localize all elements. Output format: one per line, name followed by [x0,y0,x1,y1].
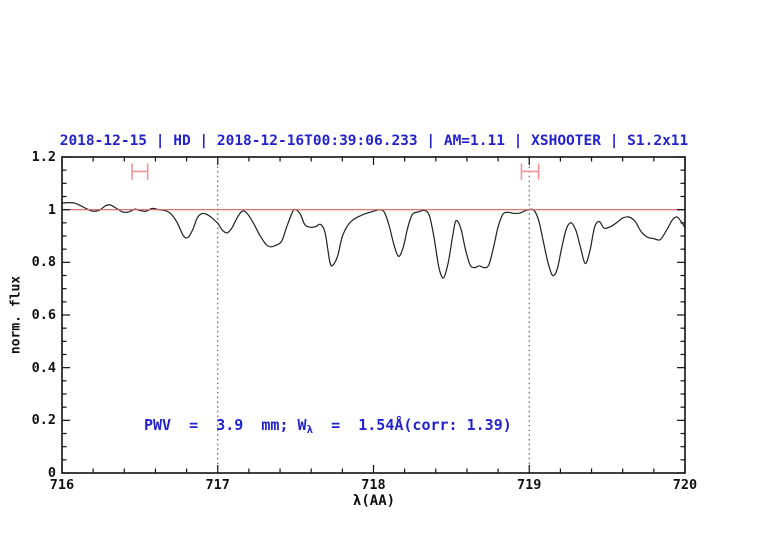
pwv-annotation-lambda-subscript: λ [306,423,314,437]
y-axis-label: norm. flux [8,275,24,355]
pwv-annotation-suffix: = 1.54Å(corr: 1.39) [313,416,512,434]
plot-title: 2018-12-15 | HD | 2018-12-16T00:39:06.23… [59,133,689,149]
spectrum-curve [61,201,686,279]
x-axis-label: λ(AA) [352,493,396,509]
pwv-annotation: PWV = 3.9 mm; Wλ = 1.54Å(corr: 1.39) [144,416,512,439]
pwv-annotation-prefix: PWV = 3.9 mm; W [144,416,307,434]
